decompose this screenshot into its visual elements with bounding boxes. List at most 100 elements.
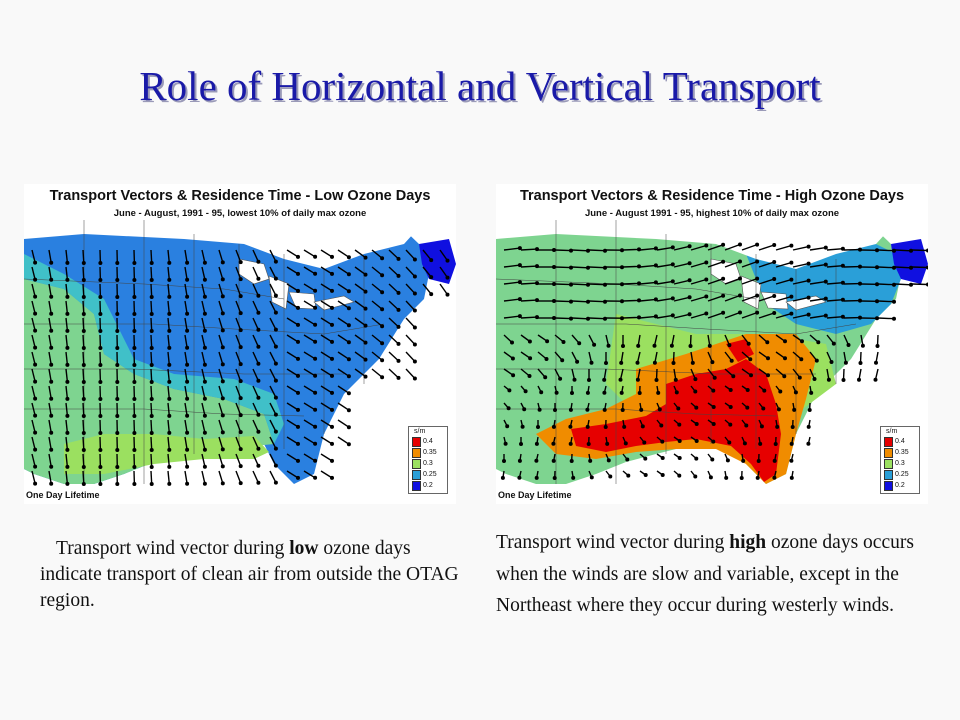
wind-vector [31, 334, 36, 348]
wind-vector-head [220, 430, 225, 435]
wind-vector [48, 266, 52, 280]
wind-vector-head [535, 298, 540, 303]
wind-vector-head [132, 362, 137, 367]
wind-vector [201, 470, 206, 484]
wind-vector-head [670, 279, 675, 284]
wind-vector [554, 283, 572, 286]
wind-vector [673, 313, 690, 319]
wind-vector [167, 249, 170, 263]
wind-vector-head [115, 345, 120, 350]
wind-vector-head [346, 391, 351, 396]
wind-vector-head [694, 421, 699, 426]
wind-vector-head [711, 404, 716, 409]
wind-vector-head [806, 424, 811, 429]
wind-vector-head [273, 412, 278, 417]
wind-vector-head [296, 373, 301, 378]
wind-vector [82, 470, 85, 485]
wind-vector [48, 436, 52, 450]
wind-vector-head [167, 362, 172, 367]
wind-vector-head [840, 297, 845, 302]
wind-vector-head [711, 439, 716, 444]
wind-vector-head [98, 379, 103, 384]
wind-vector-head [704, 311, 709, 316]
wind-vector [320, 351, 333, 360]
wind-vector [320, 266, 333, 275]
wind-vector-head [256, 327, 261, 332]
wind-vector-head [602, 390, 607, 395]
wind-vector-head [727, 440, 732, 445]
wind-vector-head [745, 405, 750, 410]
wind-vector-head [766, 356, 771, 361]
wind-vector-head [98, 430, 103, 435]
wind-vector-head [202, 481, 207, 486]
wind-vector-head [33, 464, 38, 469]
wind-vector-head [926, 282, 928, 287]
wind-vector-head [568, 282, 573, 287]
high-ozone-lifetime-label: One Day Lifetime [498, 490, 572, 500]
wind-vector-head [694, 438, 699, 443]
wind-vector-head [330, 356, 335, 361]
wind-vector-head [792, 407, 797, 412]
wind-vector-head [149, 328, 154, 333]
wind-vector-head [33, 396, 38, 401]
wind-vector-head [313, 254, 318, 259]
wind-vector-head [704, 294, 709, 299]
low-ozone-caption-pre: Transport wind vector during [56, 538, 290, 559]
wind-vector-head [585, 265, 590, 270]
wind-vector [286, 470, 299, 479]
wind-vector [269, 266, 277, 279]
wind-vector [150, 470, 153, 485]
wind-vector-head [167, 345, 172, 350]
wind-vector-head [505, 424, 510, 429]
wind-vector-head [840, 314, 845, 319]
wind-vector-head [220, 481, 225, 486]
wind-vector-head [132, 345, 137, 350]
wind-vector [371, 300, 383, 310]
wind-vector-head [33, 481, 38, 486]
wind-vector-head [843, 360, 848, 365]
wind-vector-head [619, 248, 624, 253]
wind-vector [167, 368, 170, 382]
wind-vector-head [773, 442, 778, 447]
wind-vector-head [608, 474, 613, 479]
wind-vector [320, 368, 333, 377]
wind-vector-head [363, 357, 368, 362]
wind-vector-head [571, 475, 576, 480]
wind-vector-head [652, 343, 657, 348]
wind-vector-head [636, 247, 641, 252]
wind-vector [741, 243, 758, 251]
wind-vector [303, 419, 316, 428]
wind-vector-head [65, 413, 70, 418]
wind-vector-head [846, 342, 851, 347]
wind-vector-head [605, 441, 610, 446]
wind-vector-head [396, 256, 401, 261]
wind-vector-head [149, 430, 154, 435]
wind-vector [371, 317, 383, 327]
wind-vector-head [132, 294, 137, 299]
wind-vector-head [296, 424, 301, 429]
wind-vector [201, 351, 206, 365]
low-ozone-lifetime-label: One Day Lifetime [26, 490, 100, 500]
wind-vector-head [238, 362, 243, 367]
wind-vector-head [585, 248, 590, 253]
wind-vector-head [755, 259, 760, 264]
wind-vector [622, 265, 640, 268]
wind-vector [656, 280, 673, 285]
wind-vector [337, 368, 350, 377]
wind-vector [588, 283, 606, 286]
wind-vector [371, 368, 383, 378]
legend-swatch [884, 470, 893, 480]
wind-vector [82, 249, 85, 264]
wind-vector [673, 245, 690, 251]
wind-vector-head [812, 376, 817, 381]
wind-vector [758, 244, 775, 251]
wind-vector-head [500, 475, 505, 480]
wind-vector-head [619, 265, 624, 270]
wind-vector-head [132, 379, 137, 384]
wind-vector [48, 402, 52, 416]
wind-vector-head [202, 413, 207, 418]
wind-vector-head [363, 340, 368, 345]
wind-vector-head [527, 339, 532, 344]
wind-vector [31, 453, 36, 467]
wind-vector-head [132, 260, 137, 265]
